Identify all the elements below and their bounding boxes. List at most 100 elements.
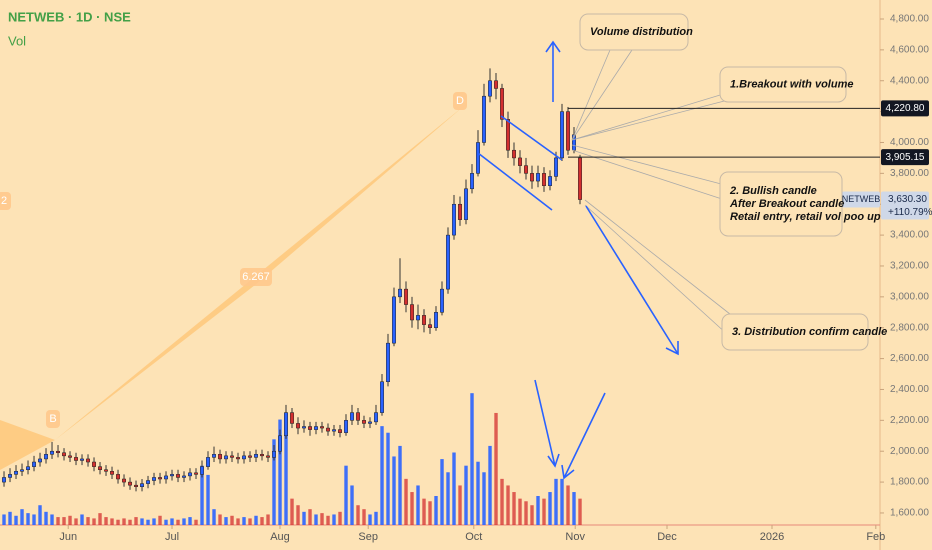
volume-bar xyxy=(182,518,186,525)
candle-body xyxy=(296,423,300,429)
volume-bar xyxy=(362,509,366,525)
volume-bar xyxy=(320,513,324,525)
volume-bar xyxy=(248,518,252,525)
x-tick-label: Sep xyxy=(358,531,378,543)
volume-bar xyxy=(116,519,120,525)
candle-body xyxy=(86,458,90,463)
candle-body xyxy=(536,173,540,182)
volume-bar xyxy=(452,452,456,525)
volume-bar xyxy=(56,517,60,525)
volume-bar xyxy=(428,501,432,525)
candle-body xyxy=(206,457,210,467)
candle-body xyxy=(500,88,504,120)
candle-body xyxy=(260,454,264,457)
volume-bar xyxy=(296,505,300,525)
candle-body xyxy=(104,469,108,472)
volume-bar xyxy=(338,511,342,525)
volume-bar xyxy=(386,432,390,525)
volume-bar xyxy=(464,465,468,525)
candle-body xyxy=(200,466,204,475)
last-price-value-box xyxy=(881,191,929,220)
x-tick-label: 2026 xyxy=(760,531,784,543)
candle-body xyxy=(464,188,468,220)
volume-bar xyxy=(164,519,168,525)
candle-body xyxy=(230,455,234,458)
volume-bar xyxy=(314,514,318,525)
candle-body xyxy=(332,429,336,432)
last-price-symbol: NETWEB xyxy=(842,194,881,204)
x-tick-label: Aug xyxy=(270,531,290,543)
volume-bar xyxy=(194,519,198,525)
candle-body xyxy=(110,471,114,475)
volume-bar xyxy=(284,412,288,525)
volume-bar xyxy=(188,517,192,525)
x-tick-label: Nov xyxy=(565,531,585,543)
volume-bar xyxy=(458,485,462,525)
y-tick-label: 2,000.00 xyxy=(890,446,929,457)
annotation-box xyxy=(719,66,847,103)
volume-bar xyxy=(506,485,510,525)
candle-body xyxy=(350,412,354,421)
volume-bar xyxy=(2,514,6,525)
volume-bar xyxy=(356,505,360,525)
annotation-text: 3. Distribution confirm candle xyxy=(732,326,887,338)
volume-bar xyxy=(134,517,138,525)
candle-body xyxy=(92,461,96,467)
volume-bar xyxy=(254,515,258,525)
volume-bar xyxy=(98,513,102,525)
annotation-box xyxy=(719,171,843,237)
volume-bar xyxy=(266,514,270,525)
volume-bar xyxy=(200,465,204,525)
annotation-box xyxy=(721,313,869,351)
volume-bar xyxy=(350,485,354,525)
candle-body xyxy=(374,412,378,423)
candle-body xyxy=(524,165,528,174)
candle-body xyxy=(20,469,24,472)
candle-body xyxy=(284,412,288,437)
volume-bar xyxy=(572,492,576,525)
candle-body xyxy=(182,475,186,478)
volume-bar xyxy=(476,461,480,525)
last-price-box xyxy=(842,191,880,208)
annotation-text: After Breakout candle xyxy=(729,198,844,210)
volume-bar xyxy=(416,485,420,525)
chart-title: NETWEB · 1D · NSE xyxy=(8,9,131,24)
candle-body xyxy=(494,80,498,89)
candle-body xyxy=(356,412,360,421)
candle-body xyxy=(14,471,18,475)
last-price-change: +110.79% xyxy=(888,207,932,218)
candle-body xyxy=(320,426,324,429)
volume-bar xyxy=(170,518,174,525)
y-tick-label: 2,200.00 xyxy=(890,415,929,426)
volume-bar xyxy=(14,515,18,525)
pattern-label-box xyxy=(453,92,467,110)
y-tick-label: 1,800.00 xyxy=(890,477,929,488)
candle-body xyxy=(62,452,66,457)
candle-body xyxy=(440,288,444,313)
volume-bar xyxy=(74,518,78,525)
volume-bar xyxy=(146,519,150,525)
volume-bar xyxy=(512,492,516,525)
candle-body xyxy=(548,176,552,186)
candle-body xyxy=(44,454,48,460)
pattern-label: B xyxy=(49,413,56,425)
candle-body xyxy=(224,455,228,460)
candle-body xyxy=(8,474,12,478)
y-tick-label: 2,600.00 xyxy=(890,353,929,364)
volume-bar xyxy=(62,517,66,525)
volume-bar xyxy=(488,445,492,525)
candle-body xyxy=(278,435,282,452)
candle-body xyxy=(476,142,480,174)
y-tick-label: 1,600.00 xyxy=(890,508,929,519)
volume-bar xyxy=(524,501,528,525)
candle-body xyxy=(566,111,570,151)
volume-bar xyxy=(20,509,24,525)
candle-body xyxy=(194,472,198,475)
candle-body xyxy=(410,304,414,321)
candle-body xyxy=(242,455,246,460)
annotation-text: Volume distribution xyxy=(590,26,693,38)
candle-body xyxy=(128,481,132,486)
candle-body xyxy=(488,80,492,97)
candle-body xyxy=(98,466,102,470)
